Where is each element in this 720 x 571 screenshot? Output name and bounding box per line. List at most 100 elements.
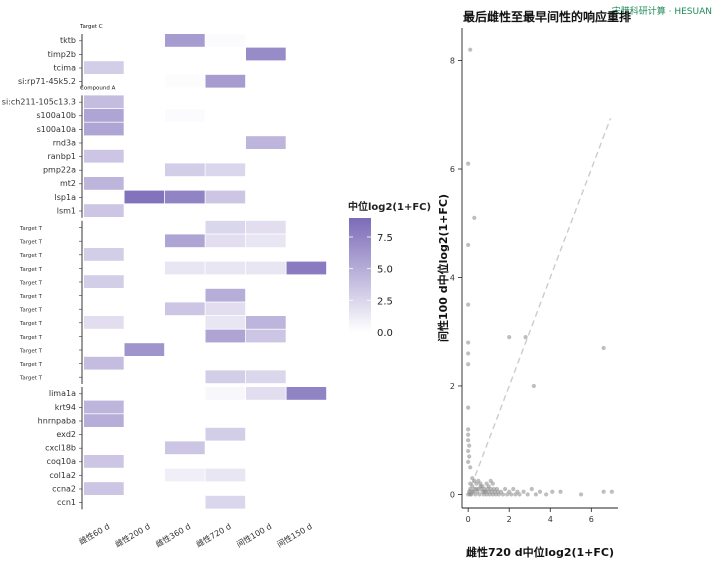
scatter-point (466, 459, 471, 464)
heatmap-cell (165, 34, 205, 47)
row-label: Target T (19, 294, 43, 300)
heatmap-cell (286, 387, 327, 400)
scatter-point (466, 302, 471, 307)
heatmap-cell (84, 356, 124, 370)
heatmap-cell (124, 190, 165, 204)
heatmap-cell (84, 455, 124, 468)
heatmap-cell (246, 47, 286, 61)
row-label: Target T (19, 362, 43, 368)
row-label: Target T (19, 226, 43, 232)
colorbar-bar (349, 218, 371, 332)
colorbar: 中位log2(1+FC) 0.0 2.5 5.0 7.5 (348, 200, 431, 339)
row-label: mt2 (60, 179, 76, 188)
row-label: lima1a (49, 389, 76, 398)
scatter-title: 最后雌性至最早间性的响应重排 (463, 9, 631, 24)
scatter-point (467, 454, 472, 459)
row-label: tktb (60, 36, 76, 45)
scatter-point (480, 484, 485, 489)
heatmap-cell (246, 234, 286, 248)
heatmap-cell (165, 74, 205, 88)
scatter-point (544, 492, 549, 497)
x-tick-label: 0 (466, 515, 471, 524)
row-label: timp2b (48, 50, 76, 59)
row-label: si:rp71-45k5.2 (18, 77, 76, 86)
scatter-point (550, 489, 555, 494)
scatter-point (537, 489, 543, 494)
group-label: Target C (79, 24, 103, 30)
row-label: coq10a (47, 457, 77, 466)
row-label: Target T (19, 321, 43, 327)
y-tick-label: 4 (450, 273, 455, 282)
row-label: Target T (19, 280, 43, 286)
scatter-point (601, 489, 606, 494)
heatmap-cell (165, 234, 205, 248)
colorbar-tick-label: 5.0 (377, 265, 393, 276)
scatter-point (533, 492, 538, 497)
scatter-panel: 最后雌性至最早间性的响应重排 0 2 4 6 0 2 4 6 8 雌性720 d中位log2(1+F… (436, 9, 631, 559)
heatmap-cell (246, 329, 286, 343)
heatmap-cell (84, 122, 124, 136)
heatmap-cell (246, 261, 286, 275)
y-tick-label: 8 (450, 57, 455, 66)
scatter-point (517, 492, 522, 497)
scatter-point (468, 47, 473, 52)
heatmap-cell (246, 370, 286, 384)
heatmap-cell (165, 163, 205, 177)
column-label: 雌性60 d (77, 521, 111, 547)
scatter-point (466, 351, 471, 356)
row-label: lsp1a (55, 193, 77, 202)
scatter-point (503, 486, 508, 492)
scatter-point (558, 489, 563, 494)
row-label: rnd3a (53, 138, 76, 147)
colorbar-tick-label: 7.5 (377, 233, 393, 244)
heatmap-cell (84, 316, 124, 329)
scatter-point (507, 335, 512, 340)
heatmap-cell (124, 343, 165, 356)
heatmap-cell (84, 177, 124, 190)
heatmap-cell (205, 387, 246, 400)
heatmap-cell (246, 136, 286, 149)
row-label: col1a2 (49, 471, 76, 480)
row-label: cxcl18b (45, 444, 76, 453)
heatmap-cell (205, 329, 246, 343)
heatmap-cell (205, 190, 246, 204)
scatter-point (466, 432, 471, 437)
heatmap-cell (84, 61, 124, 74)
heatmap-cell (205, 288, 246, 302)
scatter-point (601, 345, 606, 351)
scatter-point (468, 492, 473, 497)
scatter-point (466, 362, 471, 367)
heatmap-cell (165, 441, 205, 455)
heatmap-cell (205, 468, 246, 482)
heatmap-cell (205, 370, 246, 384)
heatmap-cell (205, 427, 246, 441)
heatmap-cell (205, 495, 246, 509)
heatmap-cell (165, 261, 205, 275)
row-label: Target T (19, 376, 43, 382)
row-label: Target T (19, 267, 43, 273)
colorbar-tick-label: 0.0 (377, 328, 393, 339)
y-tick-label: 6 (450, 165, 455, 174)
heatmap-cell (205, 302, 246, 316)
scatter-point (468, 465, 473, 470)
scatter-point (523, 335, 528, 340)
scatter-point (488, 478, 493, 483)
heatmap-cell (84, 109, 124, 122)
column-label: 间性100 d (235, 521, 274, 549)
x-tick-label: 2 (507, 515, 512, 524)
heatmap-cell (246, 220, 286, 234)
scatter-point (467, 443, 472, 448)
row-label: krt94 (55, 403, 76, 412)
y-tick-label: 0 (450, 490, 455, 499)
heatmap-cell (165, 109, 205, 122)
row-label: tcima (54, 63, 77, 72)
heatmap-cell (286, 261, 327, 275)
scatter-point (509, 492, 514, 497)
scatter-point (482, 489, 487, 494)
heatmap-cell (84, 248, 124, 261)
row-label: ranbp1 (47, 152, 76, 161)
heatmap-cell (84, 149, 124, 163)
row-label: s100a10a (37, 125, 77, 134)
colorbar-title: 中位log2(1+FC) (348, 200, 431, 213)
